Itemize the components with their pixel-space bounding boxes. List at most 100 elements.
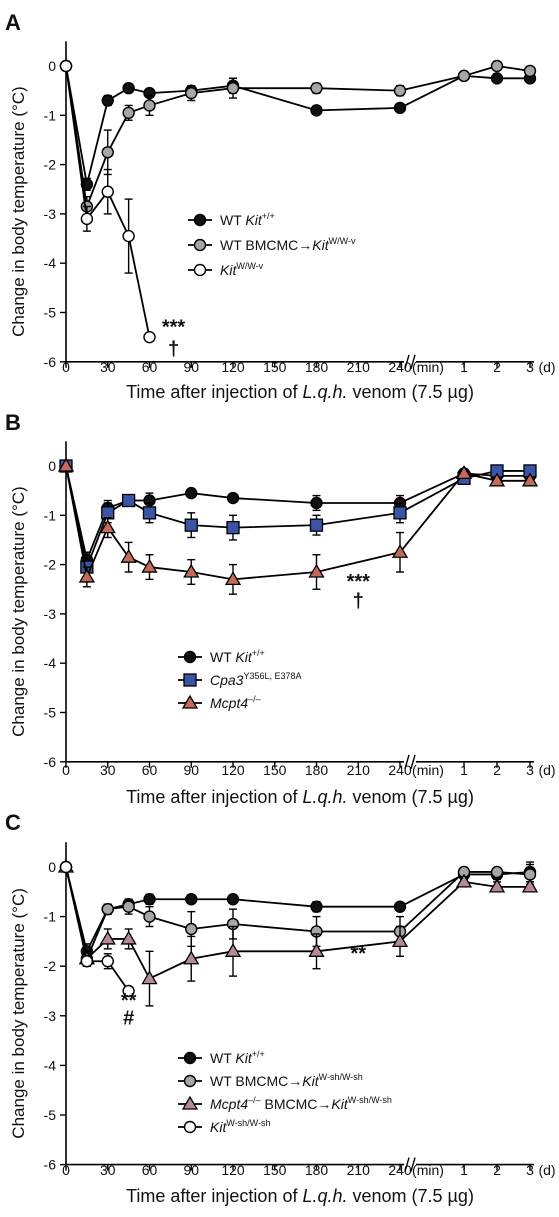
data-point [183,650,197,664]
legend-label-sup: W-sh/W-sh [226,1118,270,1128]
legend-label-part: Kit [302,1073,319,1089]
series-3 [59,860,135,998]
legend-label-sup: W-sh/W-sh [319,1072,363,1082]
data-point [310,81,323,95]
data-point [59,59,73,73]
x-tick-label: 0 [62,359,70,375]
x-tick-label: 90 [183,359,199,375]
x-axis-title-part: Time after injection of [126,382,302,402]
legend-label-part: Kit [245,212,262,228]
y-tick-label: -1 [44,507,57,523]
data-point [122,984,135,998]
x-tick-label: 3 [526,359,534,375]
data-point [80,955,94,968]
data-point [101,185,114,198]
panel-label: C [5,810,21,835]
x-axis-title-part: L.q.h. [302,382,347,402]
x-tick-label: 150 [263,762,287,778]
series-bridge-line [399,472,465,553]
data-point [101,902,114,916]
series-line [65,465,400,563]
data-point [521,878,539,893]
x-tick-label: 30 [100,762,116,778]
legend-label: Cpa3Y356L, E378A [210,671,302,688]
data-point [193,213,207,227]
x-tick-label: 1 [460,762,468,778]
x-tick-label: 240 [388,762,412,778]
data-point [120,548,137,563]
x-tick-label: 150 [263,1162,287,1178]
data-point [183,1074,197,1088]
series-bridge-line [399,871,465,933]
data-point [185,86,198,100]
data-point [310,104,323,117]
data-point [391,933,409,948]
x-tick-label: 0 [62,762,70,778]
legend-label: Mcpt4–/– [210,694,261,711]
x-axis-title: Time after injection of L.q.h. venom (7.… [126,382,474,402]
legend-label: KitW/W-v [220,261,264,278]
series-bridge-line [399,881,465,943]
legend-label: WT Kit+/+ [210,1049,265,1066]
legend-label: WT Kit+/+ [210,648,265,665]
data-point [455,873,473,888]
x-tick-label: 120 [221,359,245,375]
x-tick-label: 30 [100,359,116,375]
x-tick-label: 30 [100,1162,116,1178]
x-axis-title-part: venom (7.5 µg) [348,787,474,807]
axis-break-mark [410,354,416,369]
data-point [490,59,504,73]
data-point [183,1051,197,1065]
series-bridge-line [399,873,465,908]
x-tick-label: 0 [62,1162,70,1178]
data-point [309,518,324,532]
legend-label-sup: –/– [248,694,261,704]
legend-label-sup: W-sh/W-sh [348,1095,392,1105]
x-tick-label: 180 [305,359,329,375]
x-tick-label: 2 [493,359,501,375]
legend-label: WT BMCMC→KitW/W-v [220,236,356,253]
series-2 [57,457,539,595]
x-tick-label: 180 [305,1162,329,1178]
legend-label-part: Kit [220,262,237,278]
x-axis-title-part: venom (7.5 µg) [348,382,474,402]
data-point [101,506,115,520]
legend-label: WT BMCMC→KitW-sh/W-sh [210,1072,363,1089]
series-bridge-line [399,477,465,514]
data-point [185,922,198,936]
legend-label-part: Kit [235,1050,252,1066]
axis-break-mark [410,754,416,769]
data-point [122,81,135,95]
legend-label: KitW-sh/W-sh [210,1118,271,1135]
data-point [310,900,323,913]
panel-label: A [5,10,21,35]
y-axis-title: Change in body temperature (°C) [9,86,28,337]
x-axis-title-part: Time after injection of [126,787,302,807]
y-tick-label: -2 [44,557,57,573]
legend-label-part: Mcpt4 [210,695,248,711]
x-tick-label: 3 [526,762,534,778]
y-tick-label: 0 [48,58,56,74]
legend-label-part: Kit [331,1096,348,1112]
data-point [101,146,114,159]
data-point [226,520,240,535]
y-axis-title: Change in body temperature (°C) [9,888,28,1139]
data-point [184,518,198,532]
data-point [181,694,199,709]
legend-label: WT Kit+/+ [220,211,275,228]
y-tick-label: -3 [44,1008,57,1024]
significance-marker: *** [347,571,371,593]
data-point [99,519,116,534]
axis-break-mark [410,1157,416,1172]
data-point [226,81,240,95]
legend-label: Mcpt4–/– BMCMC→KitW-sh/W-sh [210,1095,392,1112]
data-point [185,893,198,906]
data-point [59,860,73,874]
series-bridge-line [399,472,465,504]
y-tick-label: 0 [48,859,56,875]
y-axis-title: Change in body temperature (°C) [9,486,28,737]
legend-label-part: Kit [235,649,252,665]
series-2 [59,59,156,344]
data-point [143,893,156,906]
data-point [99,930,116,945]
